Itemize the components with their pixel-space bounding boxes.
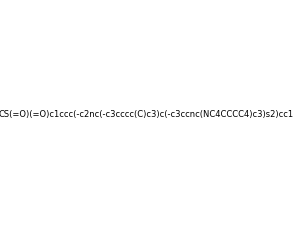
Text: CS(=O)(=O)c1ccc(-c2nc(-c3cccc(C)c3)c(-c3ccnc(NC4CCCC4)c3)s2)cc1: CS(=O)(=O)c1ccc(-c2nc(-c3cccc(C)c3)c(-c3…: [0, 110, 293, 119]
